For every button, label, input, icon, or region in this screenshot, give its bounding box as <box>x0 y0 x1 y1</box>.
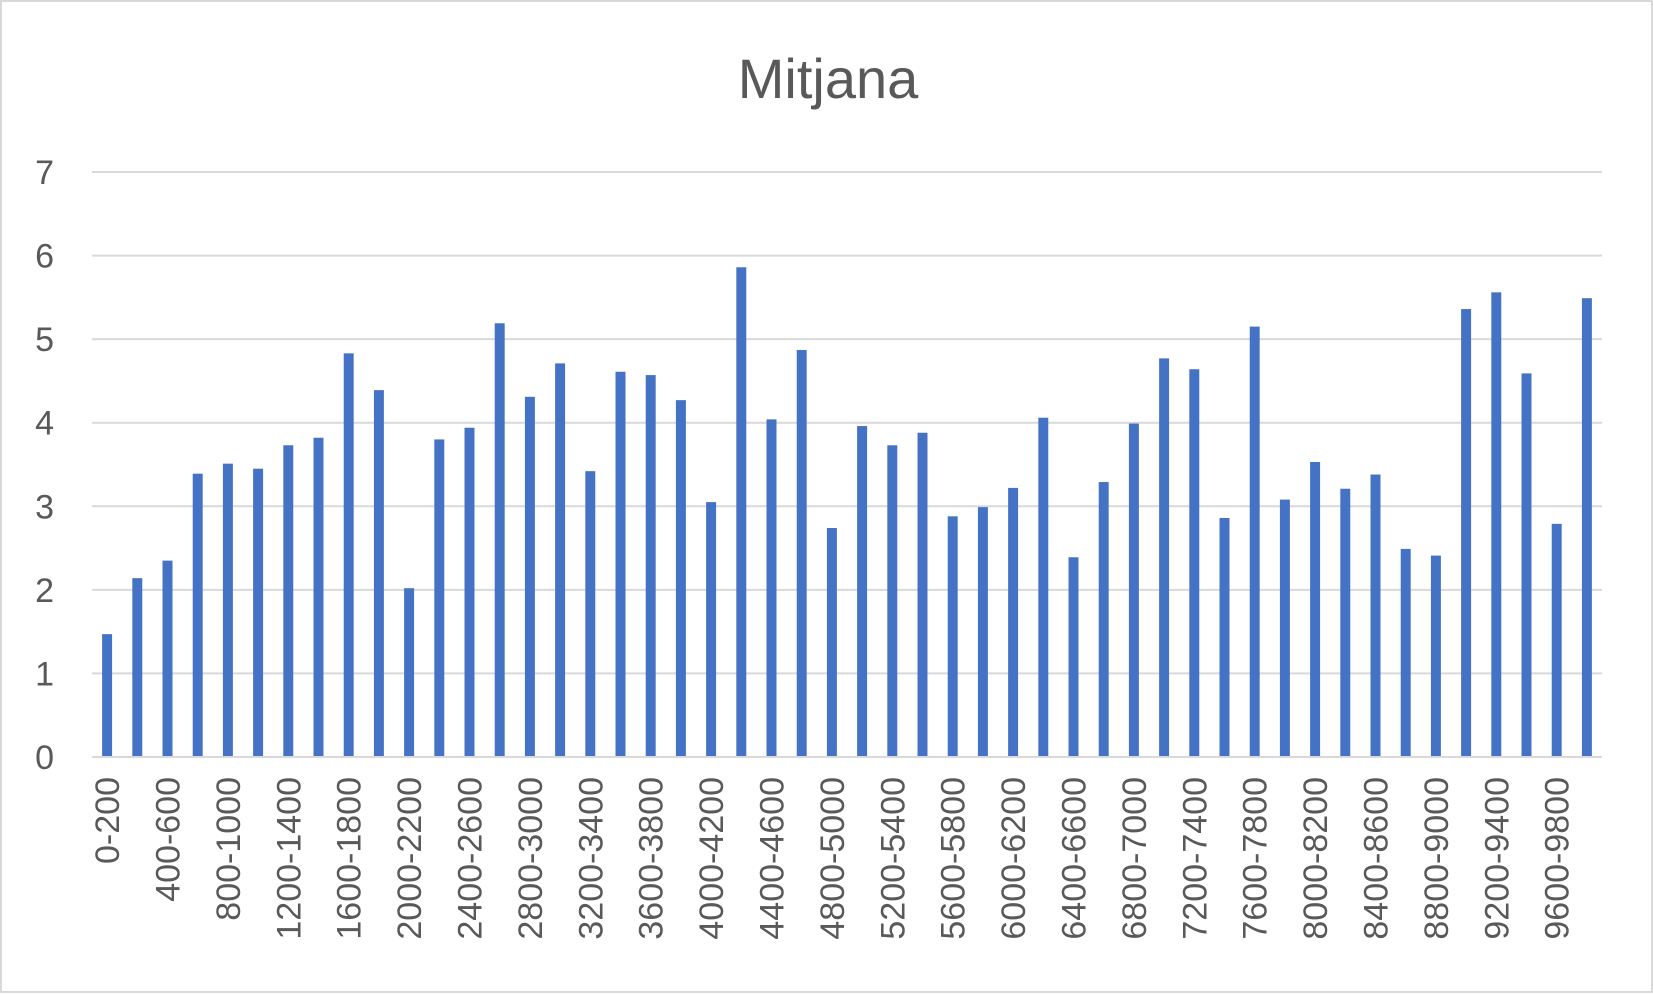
x-tick-label: 1600-1800 <box>331 777 369 940</box>
bar-4000-4200 <box>706 502 717 757</box>
bar-800-1000 <box>222 463 233 757</box>
bar-4800-5000 <box>826 528 837 757</box>
bar-7800-8000 <box>1279 499 1290 757</box>
bar-3000-3200 <box>555 363 566 757</box>
bar-8800-9000 <box>1430 555 1441 757</box>
bar-9200-9400 <box>1491 292 1502 757</box>
x-tick-label: 7600-7800 <box>1237 777 1275 940</box>
y-tick-label: 6 <box>35 238 54 276</box>
bar-2600-2800 <box>494 323 505 757</box>
x-tick-label: 3200-3400 <box>572 777 610 940</box>
bar-4200-4400 <box>736 267 747 757</box>
bar-7400-7600 <box>1219 517 1230 757</box>
bar-400-600 <box>162 560 173 757</box>
x-tick-label: 0-200 <box>89 777 127 864</box>
bar-5000-5200 <box>857 426 868 757</box>
bar-9800-10000 <box>1581 298 1592 757</box>
bar-7200-7400 <box>1189 369 1200 757</box>
y-axis-ticks: 0 1 2 3 4 5 6 7 <box>35 154 54 777</box>
bar-2200-2400 <box>434 439 445 757</box>
bar-1200-1400 <box>283 445 294 757</box>
bar-600-800 <box>192 473 203 757</box>
bar-9600-9800 <box>1551 523 1562 757</box>
y-tick-label: 7 <box>35 154 54 192</box>
x-tick-label: 1200-1400 <box>270 777 308 940</box>
bar-4400-4600 <box>766 419 777 757</box>
x-tick-label: 8000-8200 <box>1297 777 1335 940</box>
bar-3600-3800 <box>645 375 656 757</box>
bar-5600-5800 <box>947 516 958 757</box>
bar-6400-6600 <box>1068 557 1079 757</box>
bar-1600-1800 <box>343 353 354 757</box>
x-tick-label: 5600-5800 <box>935 777 973 940</box>
x-tick-label: 4800-5000 <box>814 777 852 940</box>
x-tick-label: 2400-2600 <box>452 777 490 940</box>
y-tick-label: 4 <box>35 405 54 443</box>
x-tick-label: 5200-5400 <box>874 777 912 940</box>
gridlines <box>92 171 1602 675</box>
bar-6200-6400 <box>1038 417 1049 757</box>
bar-9000-9200 <box>1461 309 1472 757</box>
x-tick-label: 4400-4600 <box>754 777 792 940</box>
bar-2000-2200 <box>404 588 415 757</box>
bar-6800-7000 <box>1128 423 1139 757</box>
x-tick-label: 9200-9400 <box>1478 777 1516 940</box>
bar-2400-2600 <box>464 427 475 757</box>
x-tick-label: 2000-2200 <box>391 777 429 940</box>
bar-5800-6000 <box>977 507 988 757</box>
bar-1400-1600 <box>313 437 324 757</box>
x-tick-label: 6800-7000 <box>1116 777 1154 940</box>
bar-0-200 <box>102 634 113 757</box>
bar-3400-3600 <box>615 371 626 757</box>
bar-3200-3400 <box>585 471 596 757</box>
bar-6600-6800 <box>1098 482 1109 757</box>
x-tick-label: 2800-3000 <box>512 777 550 940</box>
x-tick-label: 400-600 <box>150 777 188 902</box>
bar-4600-4800 <box>796 350 807 757</box>
bar-3800-4000 <box>675 400 686 757</box>
bar-8200-8400 <box>1340 488 1351 757</box>
y-tick-label: 0 <box>35 739 54 777</box>
bar-200-400 <box>132 578 143 757</box>
x-tick-label: 6400-6600 <box>1056 777 1094 940</box>
chart-title: Mitjana <box>738 47 919 110</box>
bar-8400-8600 <box>1370 474 1381 757</box>
bar-7600-7800 <box>1249 326 1260 757</box>
x-tick-label: 800-1000 <box>210 777 248 921</box>
x-tick-label: 9600-9800 <box>1539 777 1577 940</box>
bar-2800-3000 <box>524 396 535 757</box>
bar-1800-2000 <box>373 390 384 757</box>
x-tick-label: 6000-6200 <box>995 777 1033 940</box>
y-tick-label: 2 <box>35 572 54 610</box>
x-tick-label: 7200-7400 <box>1176 777 1214 940</box>
bar-6000-6200 <box>1008 487 1019 757</box>
x-tick-label: 8400-8600 <box>1358 777 1396 940</box>
y-tick-label: 5 <box>35 321 54 359</box>
y-tick-label: 1 <box>35 655 54 693</box>
y-tick-label: 3 <box>35 488 54 526</box>
x-tick-label: 8800-9000 <box>1418 777 1456 940</box>
bar-9400-9600 <box>1521 373 1532 757</box>
bar-5200-5400 <box>887 445 898 757</box>
x-axis-ticks: 0-200 400-600 800-1000 1200-1400 1600-1800 20… <box>89 777 1577 940</box>
bars <box>102 267 1592 757</box>
x-tick-label: 3600-3800 <box>633 777 671 940</box>
bar-8000-8200 <box>1310 461 1321 757</box>
bar-8600-8800 <box>1400 548 1411 757</box>
bar-5400-5600 <box>917 432 928 757</box>
bar-1000-1200 <box>253 468 264 757</box>
x-tick-label: 4000-4200 <box>693 777 731 940</box>
bar-7000-7200 <box>1159 358 1170 757</box>
